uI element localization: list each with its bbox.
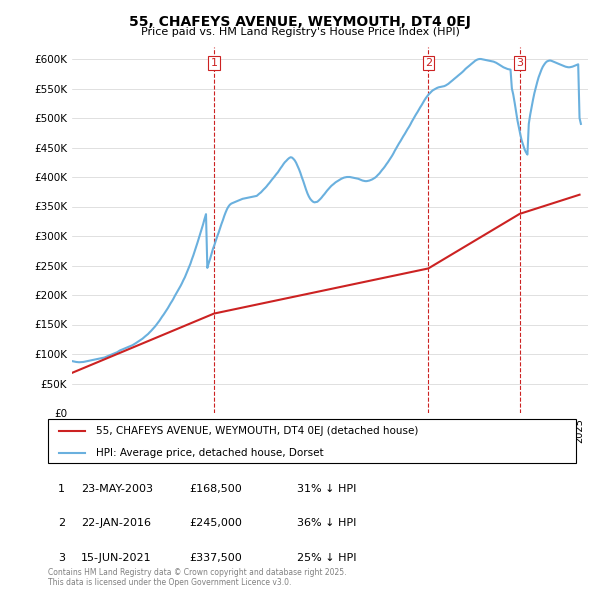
Text: 22-JAN-2016: 22-JAN-2016 <box>81 519 151 528</box>
Text: 55, CHAFEYS AVENUE, WEYMOUTH, DT4 0EJ: 55, CHAFEYS AVENUE, WEYMOUTH, DT4 0EJ <box>129 15 471 29</box>
Text: 55, CHAFEYS AVENUE, WEYMOUTH, DT4 0EJ (detached house): 55, CHAFEYS AVENUE, WEYMOUTH, DT4 0EJ (d… <box>95 427 418 436</box>
Text: Price paid vs. HM Land Registry's House Price Index (HPI): Price paid vs. HM Land Registry's House … <box>140 27 460 37</box>
Text: 15-JUN-2021: 15-JUN-2021 <box>81 553 152 562</box>
Text: £168,500: £168,500 <box>189 484 242 494</box>
Text: 2: 2 <box>58 519 65 528</box>
Text: £337,500: £337,500 <box>189 553 242 562</box>
Text: 23-MAY-2003: 23-MAY-2003 <box>81 484 153 494</box>
Text: HPI: Average price, detached house, Dorset: HPI: Average price, detached house, Dors… <box>95 448 323 458</box>
Text: 3: 3 <box>58 553 65 562</box>
Text: 36% ↓ HPI: 36% ↓ HPI <box>297 519 356 528</box>
Text: £245,000: £245,000 <box>189 519 242 528</box>
Text: 1: 1 <box>211 58 217 68</box>
Text: 25% ↓ HPI: 25% ↓ HPI <box>297 553 356 562</box>
FancyBboxPatch shape <box>48 419 576 463</box>
Text: Contains HM Land Registry data © Crown copyright and database right 2025.
This d: Contains HM Land Registry data © Crown c… <box>48 568 347 587</box>
Text: 2: 2 <box>425 58 432 68</box>
Text: 1: 1 <box>58 484 65 494</box>
Text: 31% ↓ HPI: 31% ↓ HPI <box>297 484 356 494</box>
Text: 3: 3 <box>516 58 523 68</box>
